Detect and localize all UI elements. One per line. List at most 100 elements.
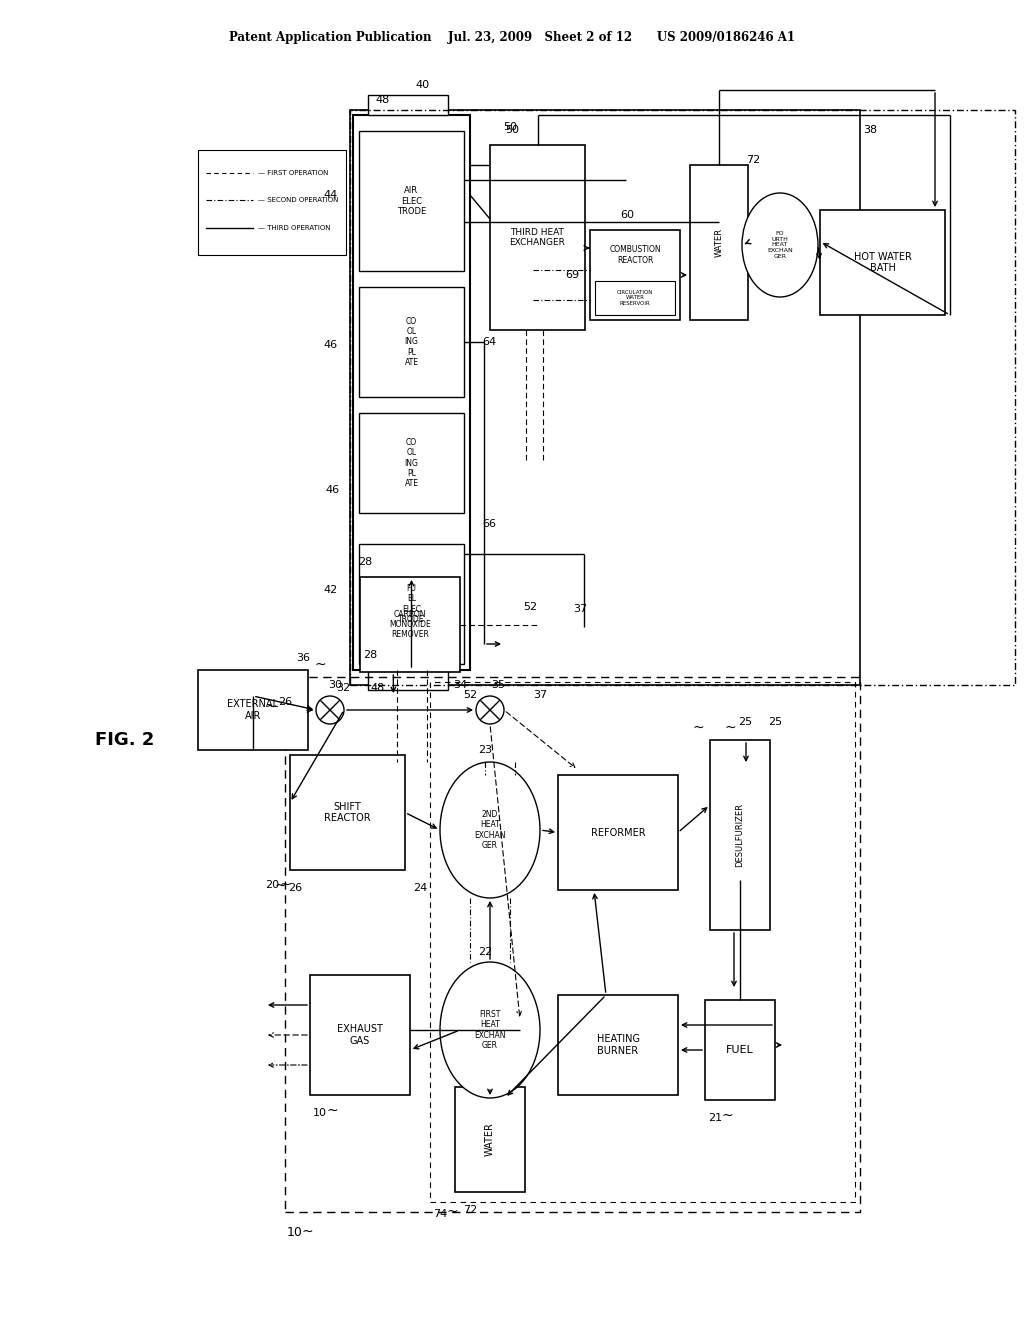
Text: 37: 37 bbox=[573, 605, 587, 615]
Bar bbox=[430, 682, 855, 1203]
Text: 26: 26 bbox=[288, 883, 302, 894]
Text: 26: 26 bbox=[278, 697, 292, 708]
Text: 10: 10 bbox=[287, 1225, 303, 1238]
Text: FO
URTH
HEAT
EXCHAN
GER: FO URTH HEAT EXCHAN GER bbox=[767, 231, 793, 259]
Text: 28: 28 bbox=[362, 649, 377, 660]
Text: 50: 50 bbox=[506, 125, 519, 135]
Text: — THIRD OPERATION: — THIRD OPERATION bbox=[258, 224, 331, 231]
Bar bbox=[359, 131, 464, 271]
Text: 44: 44 bbox=[324, 190, 338, 201]
Text: 40: 40 bbox=[416, 81, 430, 90]
Text: 37: 37 bbox=[532, 690, 547, 700]
Text: REFORMER: REFORMER bbox=[591, 828, 645, 837]
Bar bbox=[359, 544, 464, 664]
Text: CIRCULATION
WATER
RESERVOIR: CIRCULATION WATER RESERVOIR bbox=[616, 289, 653, 306]
Text: ~: ~ bbox=[314, 657, 326, 672]
Bar bbox=[368, 95, 449, 115]
Text: FUEL: FUEL bbox=[726, 1045, 754, 1055]
Text: ~: ~ bbox=[301, 1225, 312, 1239]
Text: 24: 24 bbox=[413, 883, 427, 894]
Bar bbox=[368, 671, 449, 690]
Text: 23: 23 bbox=[478, 744, 493, 755]
Bar bbox=[455, 1086, 525, 1192]
Text: HEATING
BURNER: HEATING BURNER bbox=[597, 1034, 640, 1056]
Text: 50: 50 bbox=[503, 121, 517, 132]
Text: CO
OL
ING
PL
ATE: CO OL ING PL ATE bbox=[404, 317, 419, 367]
Bar bbox=[359, 286, 464, 397]
Text: FIRST
HEAT
EXCHAN
GER: FIRST HEAT EXCHAN GER bbox=[474, 1010, 506, 1051]
Text: 52: 52 bbox=[463, 690, 477, 700]
Ellipse shape bbox=[440, 762, 540, 898]
Bar bbox=[285, 677, 860, 1212]
Text: ~: ~ bbox=[446, 1205, 458, 1218]
Text: CO
OL
ING
PL
ATE: CO OL ING PL ATE bbox=[404, 438, 419, 488]
Text: 10: 10 bbox=[313, 1107, 327, 1118]
Text: 34: 34 bbox=[453, 680, 467, 690]
Text: 30: 30 bbox=[328, 680, 342, 690]
Text: THIRD HEAT
EXCHANGER: THIRD HEAT EXCHANGER bbox=[510, 228, 565, 247]
Text: ~: ~ bbox=[692, 721, 703, 735]
Text: 22: 22 bbox=[478, 946, 493, 957]
Text: SHIFT
REACTOR: SHIFT REACTOR bbox=[325, 801, 371, 824]
Text: 21: 21 bbox=[708, 1113, 722, 1123]
Text: 74: 74 bbox=[433, 1209, 447, 1218]
Text: FU
EL
ELEC
TRODE: FU EL ELEC TRODE bbox=[398, 583, 425, 624]
Text: CARBON
MONOXIDE
REMOVER: CARBON MONOXIDE REMOVER bbox=[389, 610, 431, 639]
Bar bbox=[360, 577, 460, 672]
Text: 52: 52 bbox=[523, 602, 537, 611]
Bar bbox=[558, 995, 678, 1096]
Bar bbox=[359, 413, 464, 513]
Text: 38: 38 bbox=[863, 125, 878, 135]
Text: Patent Application Publication    Jul. 23, 2009   Sheet 2 of 12      US 2009/018: Patent Application Publication Jul. 23, … bbox=[229, 32, 795, 45]
Text: 20: 20 bbox=[265, 880, 280, 890]
Text: — FIRST OPERATION: — FIRST OPERATION bbox=[258, 170, 329, 176]
Text: HOT WATER
BATH: HOT WATER BATH bbox=[854, 252, 911, 273]
Text: EXTERNAL
AIR: EXTERNAL AIR bbox=[227, 700, 279, 721]
Text: DESULFURIZER: DESULFURIZER bbox=[735, 803, 744, 867]
Text: 69: 69 bbox=[565, 271, 579, 280]
Bar bbox=[690, 165, 748, 319]
Text: ~: ~ bbox=[721, 1109, 733, 1123]
Text: 25: 25 bbox=[738, 717, 752, 727]
Text: COMBUSTION
REACTOR: COMBUSTION REACTOR bbox=[609, 246, 660, 265]
Text: 66: 66 bbox=[482, 519, 496, 529]
Text: 42: 42 bbox=[324, 585, 338, 595]
Text: WATER: WATER bbox=[715, 228, 724, 257]
Bar bbox=[353, 115, 470, 671]
Ellipse shape bbox=[440, 962, 540, 1098]
Text: 48: 48 bbox=[371, 682, 385, 693]
Text: ~: ~ bbox=[265, 700, 276, 714]
Text: WATER: WATER bbox=[485, 1122, 495, 1156]
Bar bbox=[595, 281, 675, 315]
Text: — SECOND OPERATION: — SECOND OPERATION bbox=[258, 197, 338, 203]
Text: 46: 46 bbox=[326, 484, 340, 495]
Bar bbox=[350, 110, 1015, 685]
Bar bbox=[705, 1001, 775, 1100]
Text: 64: 64 bbox=[482, 337, 496, 347]
Text: ~: ~ bbox=[327, 1104, 338, 1118]
Text: 35: 35 bbox=[490, 680, 505, 690]
Text: ~: ~ bbox=[274, 879, 286, 894]
Text: 48: 48 bbox=[376, 95, 390, 106]
Text: 32: 32 bbox=[336, 682, 350, 693]
Text: 46: 46 bbox=[324, 341, 338, 350]
Bar bbox=[198, 150, 346, 255]
Text: 60: 60 bbox=[620, 210, 634, 220]
Circle shape bbox=[316, 696, 344, 723]
Text: 2ND
HEAT
EXCHAN
GER: 2ND HEAT EXCHAN GER bbox=[474, 810, 506, 850]
Bar bbox=[710, 741, 770, 931]
Ellipse shape bbox=[742, 193, 818, 297]
Text: EXHAUST
GAS: EXHAUST GAS bbox=[337, 1024, 383, 1045]
Bar bbox=[310, 975, 410, 1096]
Bar bbox=[198, 671, 308, 750]
Bar bbox=[350, 110, 860, 685]
Text: 36: 36 bbox=[296, 653, 310, 663]
Text: ~: ~ bbox=[280, 878, 291, 892]
Text: ~: ~ bbox=[724, 721, 736, 735]
Text: 25: 25 bbox=[768, 717, 782, 727]
Text: FIG. 2: FIG. 2 bbox=[95, 731, 155, 748]
Bar bbox=[590, 230, 680, 319]
Text: 72: 72 bbox=[463, 1205, 477, 1214]
Text: 28: 28 bbox=[357, 557, 372, 568]
Bar bbox=[820, 210, 945, 315]
